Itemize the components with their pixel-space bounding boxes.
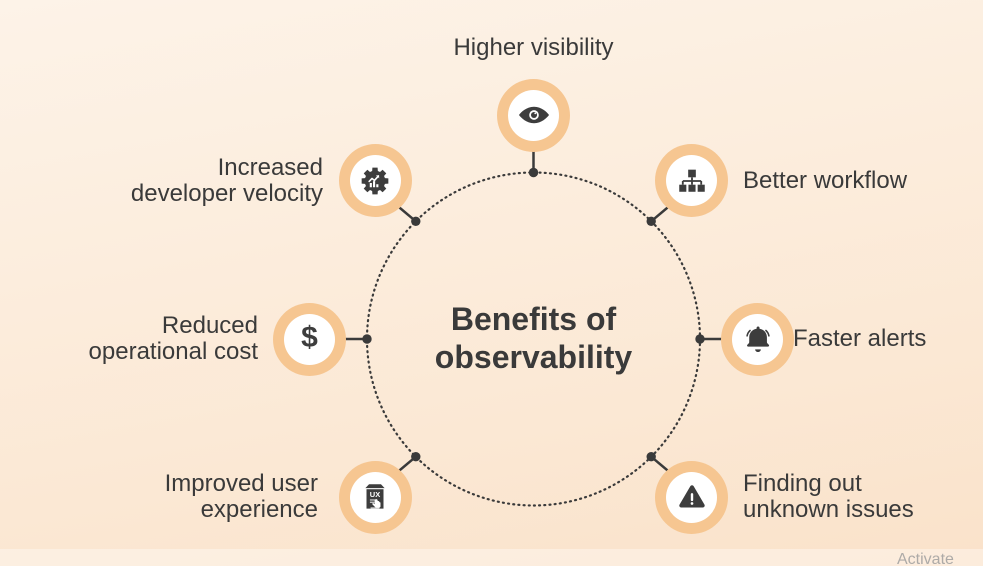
svg-text:UX: UX — [370, 490, 380, 499]
